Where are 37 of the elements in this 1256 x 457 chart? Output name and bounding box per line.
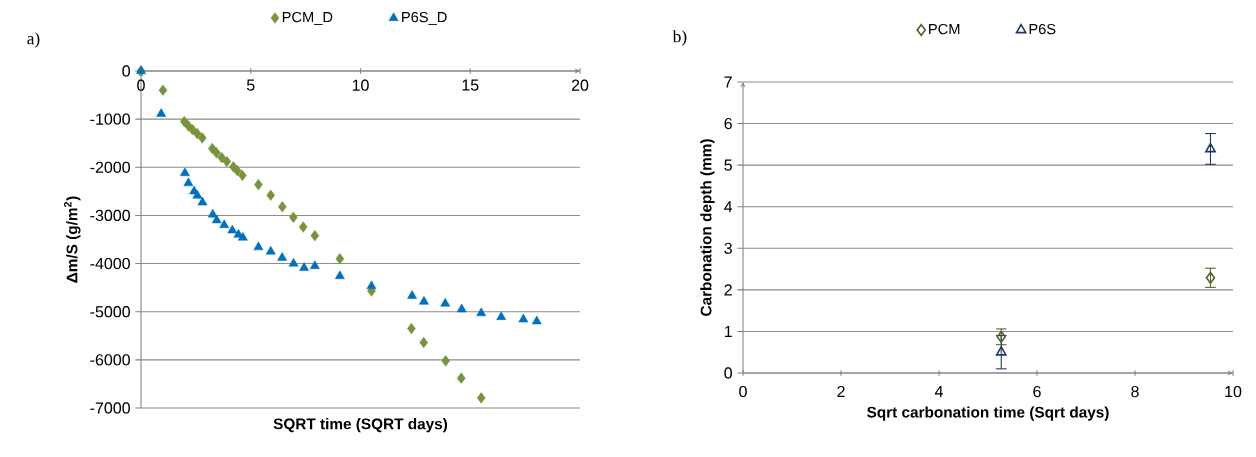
y-tick-label: -7000 [90,402,130,414]
x-tick-label: 15 [462,79,479,91]
y-tick-label: 0 [122,65,130,77]
y-tick-label: 2 [724,284,732,296]
legend-label: P6S [1029,23,1056,35]
y-tick-label: -6000 [90,354,130,366]
y-axis-title: Carbonation depth (mm) [700,139,715,316]
text: b) [672,30,687,46]
y-tick-label: -2000 [90,161,130,173]
y-axis-title: Δm/S (g/m$^{2}$) [63,196,81,283]
legend-label: PCM [929,23,960,35]
x-tick-label: 10 [1225,385,1242,398]
x-tick-label: 6 [1033,385,1041,398]
text: a) [27,32,40,48]
x-axis-title: Sqrt carbonation time (Sqrt days) [867,406,1109,421]
y-tick-label: -1000 [90,113,130,125]
y-tick-label: -4000 [90,257,130,270]
legend-label: PCM_D [282,11,333,26]
y-tick-label: 7 [724,76,732,88]
y-tick-label: 6 [724,117,732,130]
y-tick-label: 4 [724,201,733,213]
x-tick-label: 0 [137,79,145,91]
y-tick-label: 0 [724,367,732,379]
y-tick-label: 1 [724,325,732,337]
x-axis-title: SQRT time (SQRT days) [273,418,448,433]
legend-label: P6S_D [402,11,447,26]
x-tick-label: 20 [571,79,589,91]
x-tick-label: 4 [934,385,943,397]
y-tick-label: -3000 [90,209,130,222]
y-tick-label: -5000 [90,306,130,318]
x-tick-label: 8 [1131,385,1139,398]
x-tick-label: 10 [352,79,369,91]
y-tick-label: 5 [724,159,732,171]
x-tick-label: 2 [837,385,845,398]
x-tick-label: 0 [739,385,747,398]
x-tick-label: 5 [246,79,255,91]
y-tick-label: 3 [724,242,732,254]
